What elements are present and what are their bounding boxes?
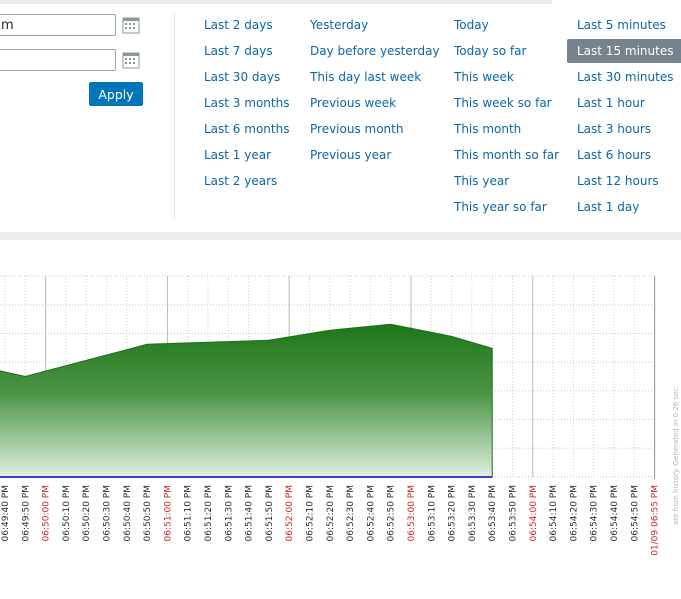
x-tick-label: 06:49:50 PM — [21, 485, 31, 541]
to-date-input[interactable] — [0, 49, 116, 71]
data-area — [0, 323, 493, 478]
x-tick-label: 06:52:10 PM — [306, 485, 316, 541]
x-tick-label: 06:53:00 PM — [407, 485, 417, 541]
quick-range-last-6-hours[interactable]: Last 6 hours — [577, 148, 651, 162]
quick-range-yesterday[interactable]: Yesterday — [310, 18, 369, 32]
quick-range-last-30-days[interactable]: Last 30 days — [204, 70, 281, 84]
filter-top-border — [0, 0, 552, 4]
quick-range-last-30-minutes[interactable]: Last 30 minutes — [577, 70, 674, 84]
calendar-icon[interactable] — [122, 51, 140, 69]
x-tick-label: 06:54:40 PM — [610, 485, 620, 541]
x-tick-label: 06:51:00 PM — [163, 485, 173, 541]
quick-range-this-month[interactable]: This month — [454, 122, 522, 136]
x-tick-label: 06:50:10 PM — [62, 485, 72, 541]
quick-range-day-before-yesterday[interactable]: Day before yesterday — [310, 44, 440, 58]
x-tick-label: 01/09 06:55 PM — [651, 485, 661, 556]
quick-range-last-2-years[interactable]: Last 2 years — [204, 174, 278, 188]
quick-range-last-1-hour[interactable]: Last 1 hour — [577, 96, 645, 110]
quick-range-today[interactable]: Today — [454, 18, 489, 32]
quick-range-last-15-minutes[interactable]: Last 15 minutes — [567, 39, 681, 63]
quick-range-this-month-so-far[interactable]: This month so far — [454, 148, 560, 162]
quick-range-today-so-far[interactable]: Today so far — [454, 44, 527, 58]
quick-range-previous-year[interactable]: Previous year — [310, 148, 392, 162]
x-tick-label: 06:50:00 PM — [42, 485, 52, 541]
x-tick-label: 06:54:20 PM — [569, 485, 579, 541]
quick-range-this-year[interactable]: This year — [454, 174, 510, 188]
x-tick-label: 06:49:40 PM — [1, 485, 11, 541]
quick-range-last-3-months[interactable]: Last 3 months — [204, 96, 290, 110]
x-tick-label: 06:50:30 PM — [103, 485, 113, 541]
calendar-icon[interactable] — [122, 16, 140, 34]
quick-range-this-week-so-far[interactable]: This week so far — [454, 96, 552, 110]
x-tick-label: 06:50:50 PM — [143, 485, 153, 541]
x-tick-label: 06:51:50 PM — [265, 485, 275, 541]
quick-range-this-year-so-far[interactable]: This year so far — [454, 200, 547, 214]
x-tick-label: 06:51:40 PM — [245, 485, 255, 541]
quick-range-last-12-hours[interactable]: Last 12 hours — [577, 174, 659, 188]
quick-range-previous-week[interactable]: Previous week — [310, 96, 397, 110]
quick-range-this-day-last-week[interactable]: This day last week — [310, 70, 422, 84]
x-tick-label: 06:52:40 PM — [366, 485, 376, 541]
x-axis-labels: 06:49:40 PM 06:49:50 PM 06:50:00 PM 06:50:1… — [1, 485, 661, 556]
from-date-input[interactable]: m — [0, 14, 116, 36]
quick-range-last-3-hours[interactable]: Last 3 hours — [577, 122, 651, 136]
x-tick-label: 06:51:20 PM — [204, 485, 214, 541]
x-tick-label: 06:51:30 PM — [224, 485, 234, 541]
quick-range-previous-month[interactable]: Previous month — [310, 122, 404, 136]
x-tick-label: 06:50:20 PM — [82, 485, 92, 541]
x-tick-label: 06:52:50 PM — [387, 485, 397, 541]
quick-range-last-5-minutes[interactable]: Last 5 minutes — [577, 18, 666, 32]
x-tick-label: 06:52:20 PM — [326, 485, 336, 541]
filter-divider — [174, 14, 175, 218]
x-tick-label: 06:53:20 PM — [448, 485, 458, 541]
x-tick-label: 06:52:30 PM — [346, 485, 356, 541]
time-filter-panel: m Apply Last 2 days Last 7 days Last 30 da… — [0, 0, 681, 233]
x-tick-label: 06:54:50 PM — [630, 485, 640, 541]
generated-note: ate from history. Generated in 0.26 sec. — [672, 385, 680, 525]
quick-range-last-6-months[interactable]: Last 6 months — [204, 122, 290, 136]
x-tick-label: 06:54:30 PM — [590, 485, 600, 541]
x-tick-label: 06:54:00 PM — [529, 485, 539, 541]
history-graph: 06:49:40 PM 06:49:50 PM 06:50:00 PM 06:50:1… — [0, 275, 661, 556]
x-tick-label: 06:53:50 PM — [509, 485, 519, 541]
apply-button[interactable]: Apply — [89, 82, 143, 106]
x-tick-label: 06:53:10 PM — [427, 485, 437, 541]
quick-range-this-week[interactable]: This week — [454, 70, 514, 84]
x-tick-label: 06:53:40 PM — [488, 485, 498, 541]
x-tick-label: 06:50:40 PM — [123, 485, 133, 541]
quick-range-last-1-year[interactable]: Last 1 year — [204, 148, 272, 162]
quick-range-last-2-days[interactable]: Last 2 days — [204, 18, 273, 32]
quick-range-last-7-days[interactable]: Last 7 days — [204, 44, 273, 58]
quick-range-last-1-day[interactable]: Last 1 day — [577, 200, 640, 214]
section-separator — [0, 232, 681, 240]
x-tick-label: 06:54:10 PM — [549, 485, 559, 541]
x-tick-label: 06:51:10 PM — [184, 485, 194, 541]
x-tick-label: 06:52:00 PM — [285, 485, 295, 541]
x-tick-label: 06:53:30 PM — [468, 485, 478, 541]
